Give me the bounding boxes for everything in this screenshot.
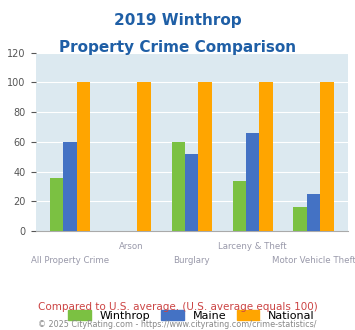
Text: Arson: Arson — [119, 242, 143, 251]
Bar — [77, 82, 90, 231]
Text: © 2025 CityRating.com - https://www.cityrating.com/crime-statistics/: © 2025 CityRating.com - https://www.city… — [38, 320, 317, 329]
Text: Compared to U.S. average. (U.S. average equals 100): Compared to U.S. average. (U.S. average … — [38, 302, 317, 312]
Bar — [63, 142, 77, 231]
Bar — [198, 82, 212, 231]
Text: All Property Crime: All Property Crime — [31, 256, 109, 265]
Bar — [50, 178, 63, 231]
Bar — [307, 194, 320, 231]
Text: Motor Vehicle Theft: Motor Vehicle Theft — [272, 256, 355, 265]
Bar — [137, 82, 151, 231]
Bar — [260, 82, 273, 231]
Legend: Winthrop, Maine, National: Winthrop, Maine, National — [63, 304, 321, 326]
Bar — [246, 133, 260, 231]
Text: Larceny & Theft: Larceny & Theft — [218, 242, 287, 251]
Bar — [171, 142, 185, 231]
Text: 2019 Winthrop: 2019 Winthrop — [114, 13, 241, 28]
Text: Burglary: Burglary — [173, 256, 210, 265]
Bar — [320, 82, 334, 231]
Bar — [233, 181, 246, 231]
Bar — [294, 207, 307, 231]
Text: Property Crime Comparison: Property Crime Comparison — [59, 40, 296, 54]
Bar — [185, 154, 198, 231]
